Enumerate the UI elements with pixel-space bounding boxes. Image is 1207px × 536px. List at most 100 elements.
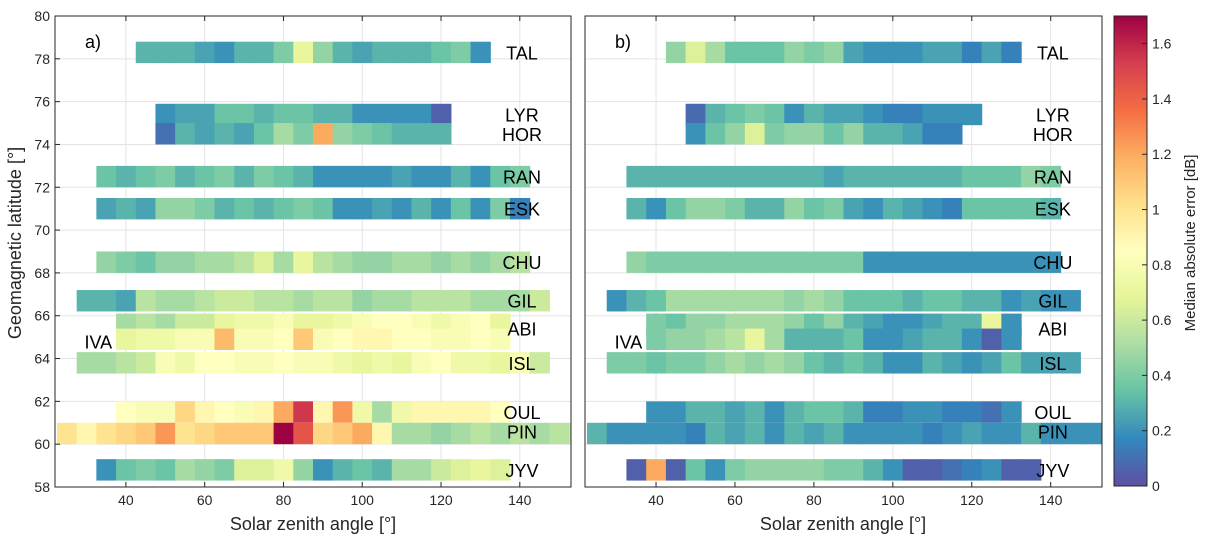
heatmap-cell — [784, 251, 805, 273]
heatmap-cells — [56, 41, 571, 481]
heatmap-cell — [902, 422, 924, 445]
heatmap-cell — [705, 422, 726, 445]
heatmap-cell — [665, 165, 687, 188]
heatmap-cell — [214, 290, 235, 312]
heatmap-cell — [253, 328, 275, 350]
heatmap-cell — [626, 165, 647, 188]
heatmap-cell — [1060, 290, 1081, 312]
heatmap-cell — [332, 197, 353, 220]
heatmap-cell — [725, 422, 746, 445]
heatmap-cell — [922, 290, 943, 312]
heatmap-cell — [391, 459, 413, 481]
heatmap-cell — [76, 290, 97, 312]
heatmap-cell — [214, 103, 235, 126]
heatmap-cell — [490, 251, 511, 273]
station-label: GIL — [1038, 292, 1067, 312]
heatmap-cell — [882, 103, 904, 126]
heatmap-cell — [843, 459, 864, 481]
heatmap-cell — [253, 165, 275, 188]
heatmap-cell — [665, 459, 687, 481]
heatmap-cell — [332, 123, 353, 145]
heatmap-cell — [509, 251, 531, 273]
heatmap-cell — [273, 103, 294, 126]
heatmap-cell — [116, 422, 137, 445]
heatmap-cell — [784, 328, 805, 350]
heatmap-cell — [431, 197, 452, 220]
colorbar-tick-label: 0 — [1152, 478, 1160, 494]
station-label: ABI — [507, 320, 536, 340]
heatmap-cell — [646, 197, 667, 220]
heatmap-cell — [804, 459, 825, 481]
heatmap-cell — [606, 290, 628, 312]
station-label: TAL — [506, 43, 538, 63]
heatmap-cell — [352, 401, 373, 423]
heatmap-cell — [175, 251, 196, 273]
heatmap-cell — [1021, 352, 1042, 374]
heatmap-cell — [1021, 165, 1042, 188]
heatmap-cell — [646, 290, 667, 312]
heatmap-cell — [194, 123, 216, 145]
heatmap-cell — [116, 401, 137, 423]
heatmap-cell — [332, 328, 353, 350]
heatmap-cell — [431, 251, 452, 273]
heatmap-cell — [784, 459, 805, 481]
heatmap-cell — [764, 197, 785, 220]
heatmap-cell — [234, 290, 255, 312]
heatmap-cell — [135, 165, 157, 188]
heatmap-cell — [804, 352, 825, 374]
colorbar-label: Median absolute error [dB] — [1182, 155, 1199, 332]
heatmap-cell — [626, 422, 647, 445]
heatmap-cell — [155, 352, 176, 374]
heatmap-cell — [391, 328, 413, 350]
heatmap-cell — [372, 123, 393, 145]
heatmap-cell — [214, 165, 235, 188]
heatmap-cell — [705, 251, 726, 273]
heatmap-cell — [863, 290, 884, 312]
panel-label: b) — [615, 32, 631, 52]
heatmap-cell — [273, 290, 294, 312]
heatmap-cell — [882, 41, 904, 64]
heatmap-cell — [705, 103, 726, 126]
heatmap-cell — [942, 41, 963, 64]
colorbar-tick-label: 0.2 — [1152, 423, 1172, 439]
colorbar-gradient — [1113, 15, 1148, 487]
heatmap-cell — [1040, 422, 1062, 445]
heatmap-cell — [804, 103, 825, 126]
heatmap-cell — [1100, 422, 1102, 445]
heatmap-cell — [372, 197, 393, 220]
heatmap-cell — [431, 41, 452, 64]
heatmap-cell — [194, 197, 216, 220]
heatmap-cell — [626, 251, 647, 273]
heatmap-cell — [823, 352, 845, 374]
heatmap-cell — [942, 290, 963, 312]
heatmap-cell — [234, 41, 255, 64]
heatmap-cell — [372, 328, 393, 350]
heatmap-cell — [273, 352, 294, 374]
heatmap-cell — [411, 328, 432, 350]
heatmap-cell — [194, 422, 216, 445]
heatmap-cell — [96, 352, 117, 374]
heatmap-cell — [863, 103, 884, 126]
heatmap-cell — [725, 328, 746, 350]
heatmap-cell — [843, 123, 864, 145]
heatmap-cell — [685, 290, 706, 312]
heatmap-cell — [981, 401, 1002, 423]
heatmap-cell — [450, 459, 472, 481]
heatmap-cell — [470, 290, 491, 312]
heatmap-cell — [372, 290, 393, 312]
x-axis-label-b: Solar zenith angle [°] — [760, 514, 926, 534]
heatmap-cell — [332, 401, 353, 423]
heatmap-cell — [214, 197, 235, 220]
heatmap-cell — [253, 123, 275, 145]
heatmap-cell — [784, 422, 805, 445]
heatmap-cell — [1080, 422, 1101, 445]
heatmap-cell — [116, 459, 137, 481]
heatmap-cell — [332, 251, 353, 273]
heatmap-cell — [155, 165, 176, 188]
heatmap-cell — [313, 251, 334, 273]
heatmap-cell — [391, 352, 413, 374]
heatmap-cell — [843, 328, 864, 350]
x-axis-label-a: Solar zenith angle [°] — [230, 514, 396, 534]
heatmap-cell — [882, 352, 904, 374]
heatmap-cell — [411, 422, 432, 445]
